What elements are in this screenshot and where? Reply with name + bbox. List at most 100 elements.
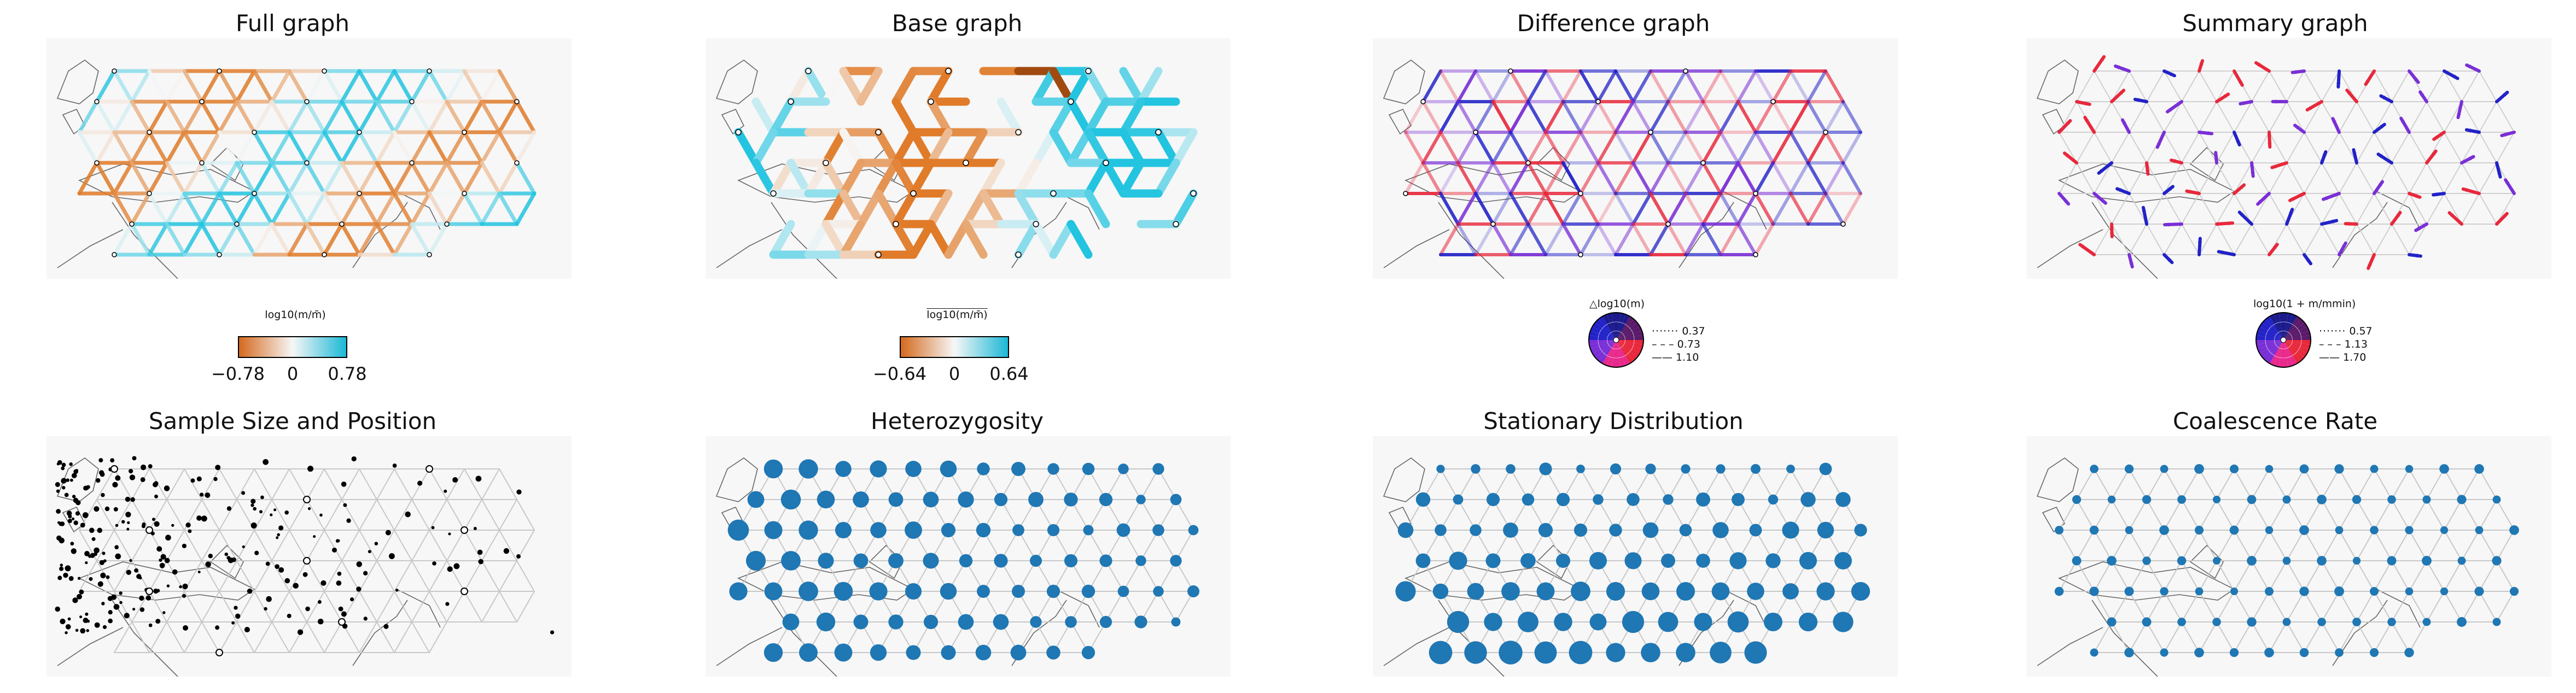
graph-edge (2286, 530, 2305, 561)
summary-arrow-head (2381, 96, 2386, 100)
bubble-node (1816, 582, 1835, 601)
migration-edge (375, 191, 397, 226)
migration-edge (287, 161, 309, 196)
difference-edge (1666, 100, 1687, 134)
graph-edge (1668, 468, 1686, 500)
summary-arrow-head (2157, 143, 2161, 148)
deme-node (1050, 190, 1057, 197)
sample-node (426, 465, 433, 473)
bubble-node (993, 614, 1009, 630)
sample-point (341, 481, 347, 487)
summary-arrow-head (2064, 199, 2068, 204)
migration-edge (357, 222, 379, 257)
bubble-node (1609, 524, 1622, 537)
summary-arrow-head (2214, 152, 2218, 157)
migration-edge (410, 130, 432, 165)
summary-arrow-head (2336, 83, 2341, 87)
bubble-node (1593, 494, 1604, 505)
graph-edge (2339, 193, 2357, 225)
coastline-path (396, 589, 441, 628)
bubble-node (2369, 648, 2379, 657)
graph-edge (2251, 162, 2270, 194)
graph-edge (2129, 224, 2147, 255)
base-edge (1084, 158, 1110, 198)
base-edge (1084, 189, 1110, 228)
migration-edge (217, 130, 239, 165)
migration-edge (147, 99, 169, 134)
difference-edge (1684, 192, 1705, 226)
coalescence-panel (2026, 436, 2551, 677)
wheel-segment (1616, 340, 1643, 345)
summary-arrow-head (2238, 80, 2242, 85)
wheel-segment (2256, 340, 2283, 345)
migration-edge (252, 161, 274, 196)
sample-point (129, 559, 132, 562)
bubble-node (727, 519, 749, 541)
graph-edge (1158, 468, 1176, 500)
bubble-node (834, 582, 853, 601)
sample-point (475, 475, 482, 482)
difference-edge (1701, 192, 1722, 226)
sample-point (86, 619, 90, 623)
summary-arrow-head (2289, 197, 2294, 201)
bubble-node (2107, 495, 2116, 504)
sample-point (151, 518, 156, 521)
sample-point (101, 493, 105, 497)
migration-edge (497, 99, 519, 134)
bubble-node (2440, 587, 2449, 596)
bubble-node (2089, 525, 2099, 535)
graph-edge (2286, 468, 2305, 500)
migration-edge (357, 130, 379, 165)
migration-edge (392, 99, 414, 134)
heterozygosity-title: Heterozygosity (871, 408, 1044, 434)
summary-arrow-head (2365, 80, 2370, 85)
graph-edge (131, 499, 150, 531)
base-edge (926, 97, 953, 137)
graph-edge (2094, 101, 2112, 133)
bubble-node (1851, 582, 1870, 601)
graph-edge (2356, 499, 2375, 531)
migration-edges (77, 69, 537, 257)
base-graph-title: Base graph (891, 10, 1023, 37)
bubble-node (782, 613, 800, 631)
base-edge (839, 128, 865, 167)
bubble-node (781, 551, 801, 571)
wheel-segment (2283, 340, 2305, 361)
graph-edge (2129, 560, 2147, 592)
bubble-node (1046, 645, 1060, 660)
graph-edge (2094, 499, 2112, 531)
bubble-node (2107, 556, 2117, 566)
migration-edge (497, 161, 519, 196)
sample-point (242, 545, 245, 549)
graph-edge (2409, 224, 2427, 255)
sample-point (80, 522, 85, 528)
difference-edge (1684, 222, 1705, 256)
migration-edge (480, 99, 502, 134)
graph-edge (376, 499, 395, 531)
summary-arrow-head (2272, 99, 2277, 104)
bubble-node (2282, 495, 2291, 504)
graph-edge (1158, 560, 1176, 592)
difference-key-2-value: 0.73 (1677, 338, 1700, 350)
difference-edge (1526, 192, 1547, 226)
migration-edge (392, 222, 414, 257)
graph-edge (201, 591, 220, 622)
graph-edge (446, 591, 465, 622)
base-edge (856, 189, 883, 228)
migration-edge (182, 99, 204, 134)
base-edge (839, 220, 865, 259)
bubble-node (1782, 521, 1799, 539)
sample-point (197, 571, 201, 574)
graph-edge (2181, 193, 2200, 225)
wheel-segment (2283, 330, 2311, 340)
migration-edge (182, 130, 204, 165)
bubble-node (2457, 495, 2467, 504)
migration-edge (357, 99, 379, 134)
migration-edge (182, 222, 204, 257)
sample-point (383, 624, 389, 629)
coastline-path (1055, 589, 1100, 628)
migration-edge (392, 191, 414, 226)
graph-edge (2269, 560, 2287, 592)
summary-arrow-head (2224, 94, 2229, 98)
wheel-segment (1595, 340, 1616, 361)
